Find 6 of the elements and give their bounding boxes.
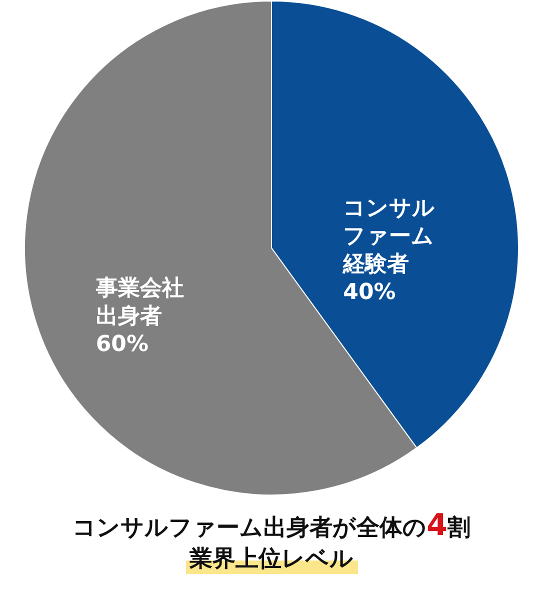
data-label: 60% [96,332,149,358]
slice-label: 事業会社出身者 [94,276,184,330]
text: コンサルファーム出身者が全体の4割 [72,508,470,543]
data-label: 40% [343,280,396,305]
slice-label: コンサルファーム経験者 [342,196,436,277]
text: 業界上位レベル [186,544,358,574]
